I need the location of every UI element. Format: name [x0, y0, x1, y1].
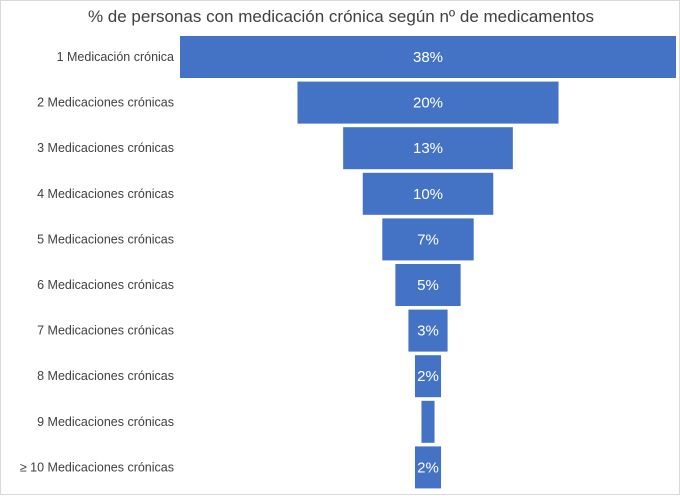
funnel-bar — [408, 309, 448, 352]
funnel-bar — [414, 355, 442, 398]
category-label: 3 Medicaciones crónicas — [37, 141, 174, 155]
category-label: ≥ 10 Medicaciones crónicas — [20, 460, 174, 474]
data-label: 2% — [417, 368, 439, 385]
data-label: 13% — [413, 140, 443, 157]
category-label: 4 Medicaciones crónicas — [37, 187, 174, 201]
category-label: 2 Medicaciones crónicas — [37, 96, 174, 110]
category-label: 5 Medicaciones crónicas — [37, 232, 174, 246]
funnel-bar — [395, 264, 461, 306]
funnel-bar — [297, 81, 559, 124]
category-label: 7 Medicaciones crónicas — [37, 324, 174, 338]
data-label: 20% — [413, 95, 443, 112]
category-label: 6 Medicaciones crónicas — [37, 278, 174, 292]
data-label: 10% — [413, 186, 443, 203]
funnel-bar — [382, 218, 474, 261]
category-label: 8 Medicaciones crónicas — [37, 369, 174, 383]
data-label: 38% — [413, 49, 443, 66]
data-label: 7% — [417, 231, 439, 248]
funnel-bar — [343, 127, 513, 170]
data-label: 3% — [417, 323, 439, 340]
funnel-bar — [421, 400, 435, 443]
funnel-bar — [362, 172, 494, 215]
category-label: 1 Medicación crónica — [57, 50, 174, 64]
data-label: 5% — [417, 277, 439, 294]
funnel-bar — [180, 36, 676, 78]
chart-title: % de personas con medicación crónica seg… — [87, 7, 595, 26]
data-label: 2% — [417, 459, 439, 476]
funnel-bar — [414, 446, 442, 489]
category-label: 9 Medicaciones crónicas — [37, 415, 174, 429]
